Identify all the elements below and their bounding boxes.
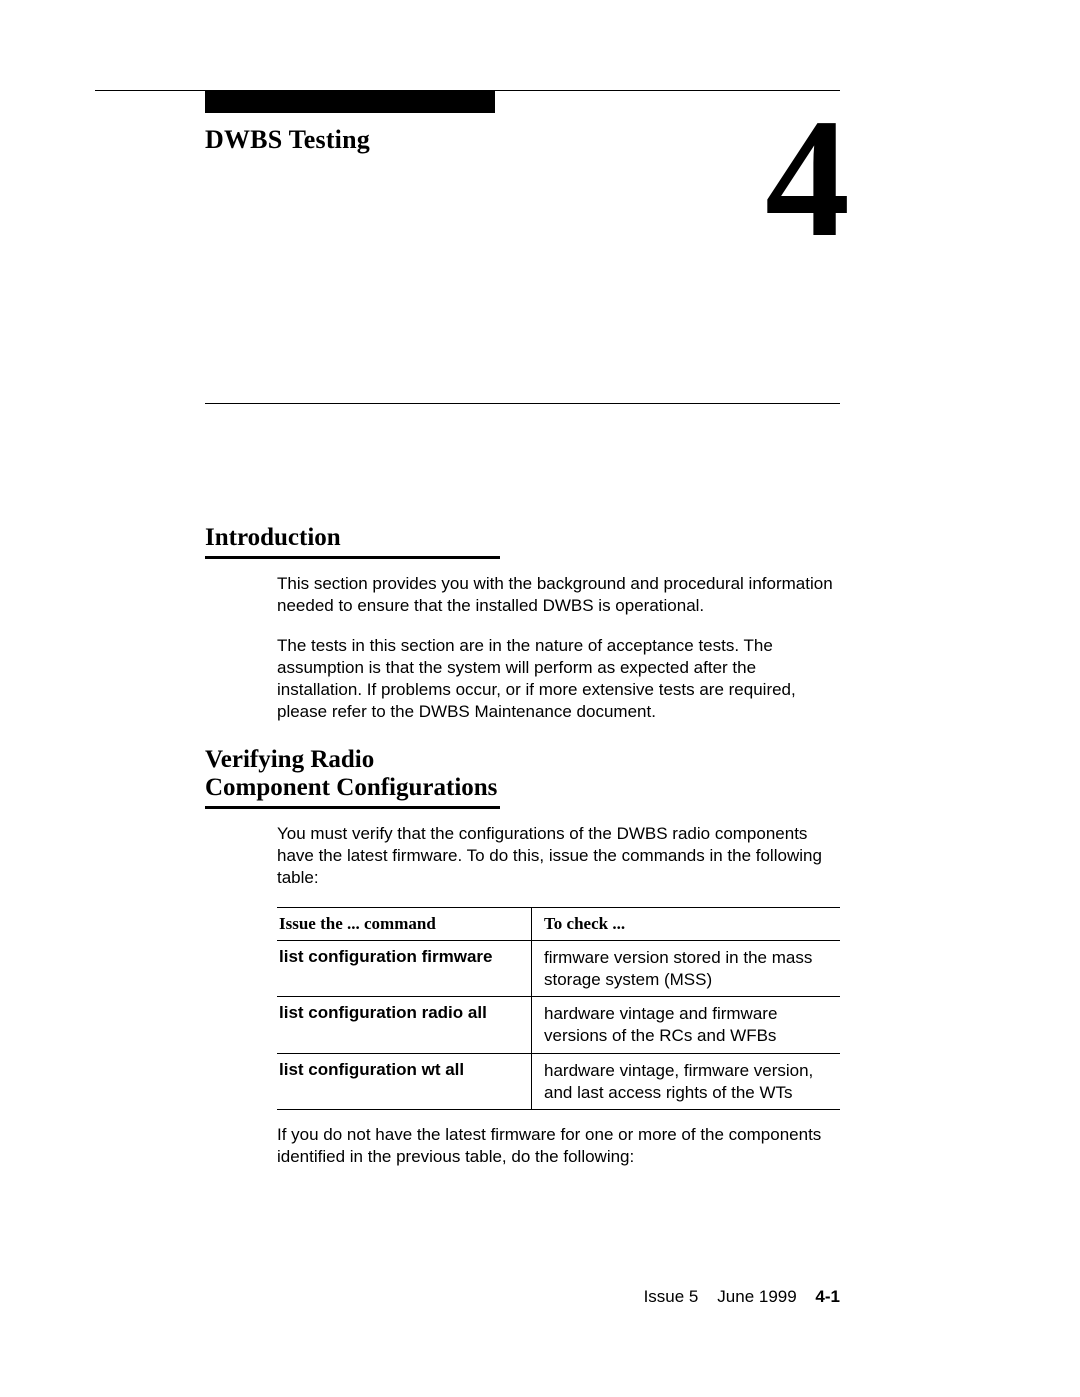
page-footer: Issue 5 June 1999 4-1 xyxy=(95,1287,840,1307)
intro-body: This section provides you with the backg… xyxy=(277,573,840,724)
heading-text: Verifying Radio Component Configurations xyxy=(205,746,500,804)
table-header-row: Issue the ... command To check ... xyxy=(277,907,840,940)
paragraph: This section provides you with the backg… xyxy=(277,573,840,617)
table-row: list configuration radio all hardware vi… xyxy=(277,996,840,1053)
chapter-number: 4 xyxy=(765,93,850,263)
page: DWBS Testing 4 Introduction This section… xyxy=(95,90,840,1187)
heading-text: Introduction xyxy=(205,524,500,554)
description-cell: hardware vintage and firmware versions o… xyxy=(544,1004,777,1045)
verify-tail: If you do not have the latest firmware f… xyxy=(277,1124,840,1168)
command-cell: list configuration radio all xyxy=(279,1003,487,1022)
command-cell: list configuration wt all xyxy=(279,1060,464,1079)
verify-lead: You must verify that the configurations … xyxy=(277,823,840,889)
footer-issue: Issue 5 xyxy=(644,1287,699,1306)
paragraph: If you do not have the latest firmware f… xyxy=(277,1124,840,1168)
paragraph: The tests in this section are in the nat… xyxy=(277,635,840,723)
chapter-title: DWBS Testing xyxy=(205,125,370,155)
table-row: list configuration firmware firmware ver… xyxy=(277,940,840,997)
section-heading-introduction: Introduction xyxy=(205,524,500,559)
description-cell: firmware version stored in the mass stor… xyxy=(544,948,812,989)
section-rule xyxy=(205,806,500,809)
table-header-left: Issue the ... command xyxy=(277,908,532,940)
section-rule xyxy=(205,556,500,559)
section-verifying: Verifying Radio Component Configurations… xyxy=(95,746,840,1169)
mid-rule xyxy=(205,403,840,404)
section-introduction: Introduction This section provides you w… xyxy=(95,524,840,724)
description-cell: hardware vintage, firmware version, and … xyxy=(544,1061,813,1102)
chapter-header: DWBS Testing 4 xyxy=(95,113,840,403)
command-table: Issue the ... command To check ... list … xyxy=(277,907,840,1111)
table-row: list configuration wt all hardware vinta… xyxy=(277,1053,840,1111)
paragraph: You must verify that the configurations … xyxy=(277,823,840,889)
chapter-heavy-bar xyxy=(205,91,495,113)
section-heading-verifying: Verifying Radio Component Configurations xyxy=(205,746,500,809)
footer-date: June 1999 xyxy=(717,1287,796,1306)
footer-page-number: 4-1 xyxy=(815,1287,840,1306)
command-cell: list configuration firmware xyxy=(279,947,492,966)
table-header-right: To check ... xyxy=(532,908,840,940)
